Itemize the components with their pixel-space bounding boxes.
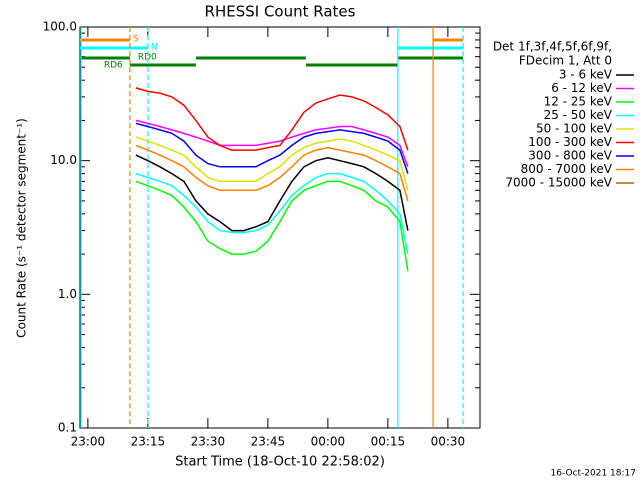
legend-label: 3 - 6 keV — [559, 68, 613, 82]
legend-label: 7000 - 15000 keV — [505, 176, 612, 190]
flag-label: N — [151, 43, 158, 53]
x-tick-label: 00:00 — [311, 435, 346, 449]
flag-label: RD6 — [104, 61, 123, 71]
series-line — [135, 87, 409, 151]
y-tick-label: 10.0 — [50, 153, 77, 167]
plot-frame — [79, 26, 481, 429]
x-axis-label: Start Time (18-Oct-10 22:58:02) — [175, 455, 385, 470]
series-line — [135, 144, 409, 202]
series-line — [135, 119, 409, 168]
series-line — [135, 136, 409, 191]
x-tick-label: 23:00 — [71, 435, 106, 449]
y-tick-label: 0.1 — [58, 421, 77, 435]
legend-title: Det 1f,3f,4f,5f,6f,9f, — [493, 40, 612, 54]
legend-label: 800 - 7000 keV — [521, 162, 613, 176]
series-line — [135, 122, 409, 174]
x-tick-label: 23:15 — [131, 435, 166, 449]
legend-label: 6 - 12 keV — [551, 81, 613, 95]
flag-label: S — [133, 35, 139, 45]
x-tick-label: 23:45 — [251, 435, 286, 449]
x-tick-label: 00:15 — [371, 435, 406, 449]
y-tick-label: 1.0 — [58, 287, 77, 301]
legend-label: 25 - 50 keV — [544, 108, 613, 122]
series-line — [135, 154, 409, 232]
y-tick-label: 100.0 — [43, 20, 77, 34]
series-line — [135, 180, 409, 271]
y-axis-label: Count Rate (s⁻¹ detector segment⁻¹) — [15, 118, 29, 338]
x-tick-label: 23:30 — [191, 435, 226, 449]
legend-label: 100 - 300 keV — [528, 135, 612, 149]
series-line — [135, 172, 409, 255]
footer: 16-Oct-2021 18:17 — [551, 469, 636, 479]
chart-title: RHESSI Count Rates — [205, 3, 356, 21]
x-tick-label: 00:30 — [431, 435, 466, 449]
legend-title: FDecim 1, Att 0 — [519, 54, 612, 68]
legend-label: 50 - 100 keV — [536, 122, 613, 136]
legend-label: 300 - 800 keV — [528, 149, 612, 163]
flag-label: RD0 — [138, 53, 157, 63]
legend-label: 12 - 25 keV — [544, 95, 613, 109]
